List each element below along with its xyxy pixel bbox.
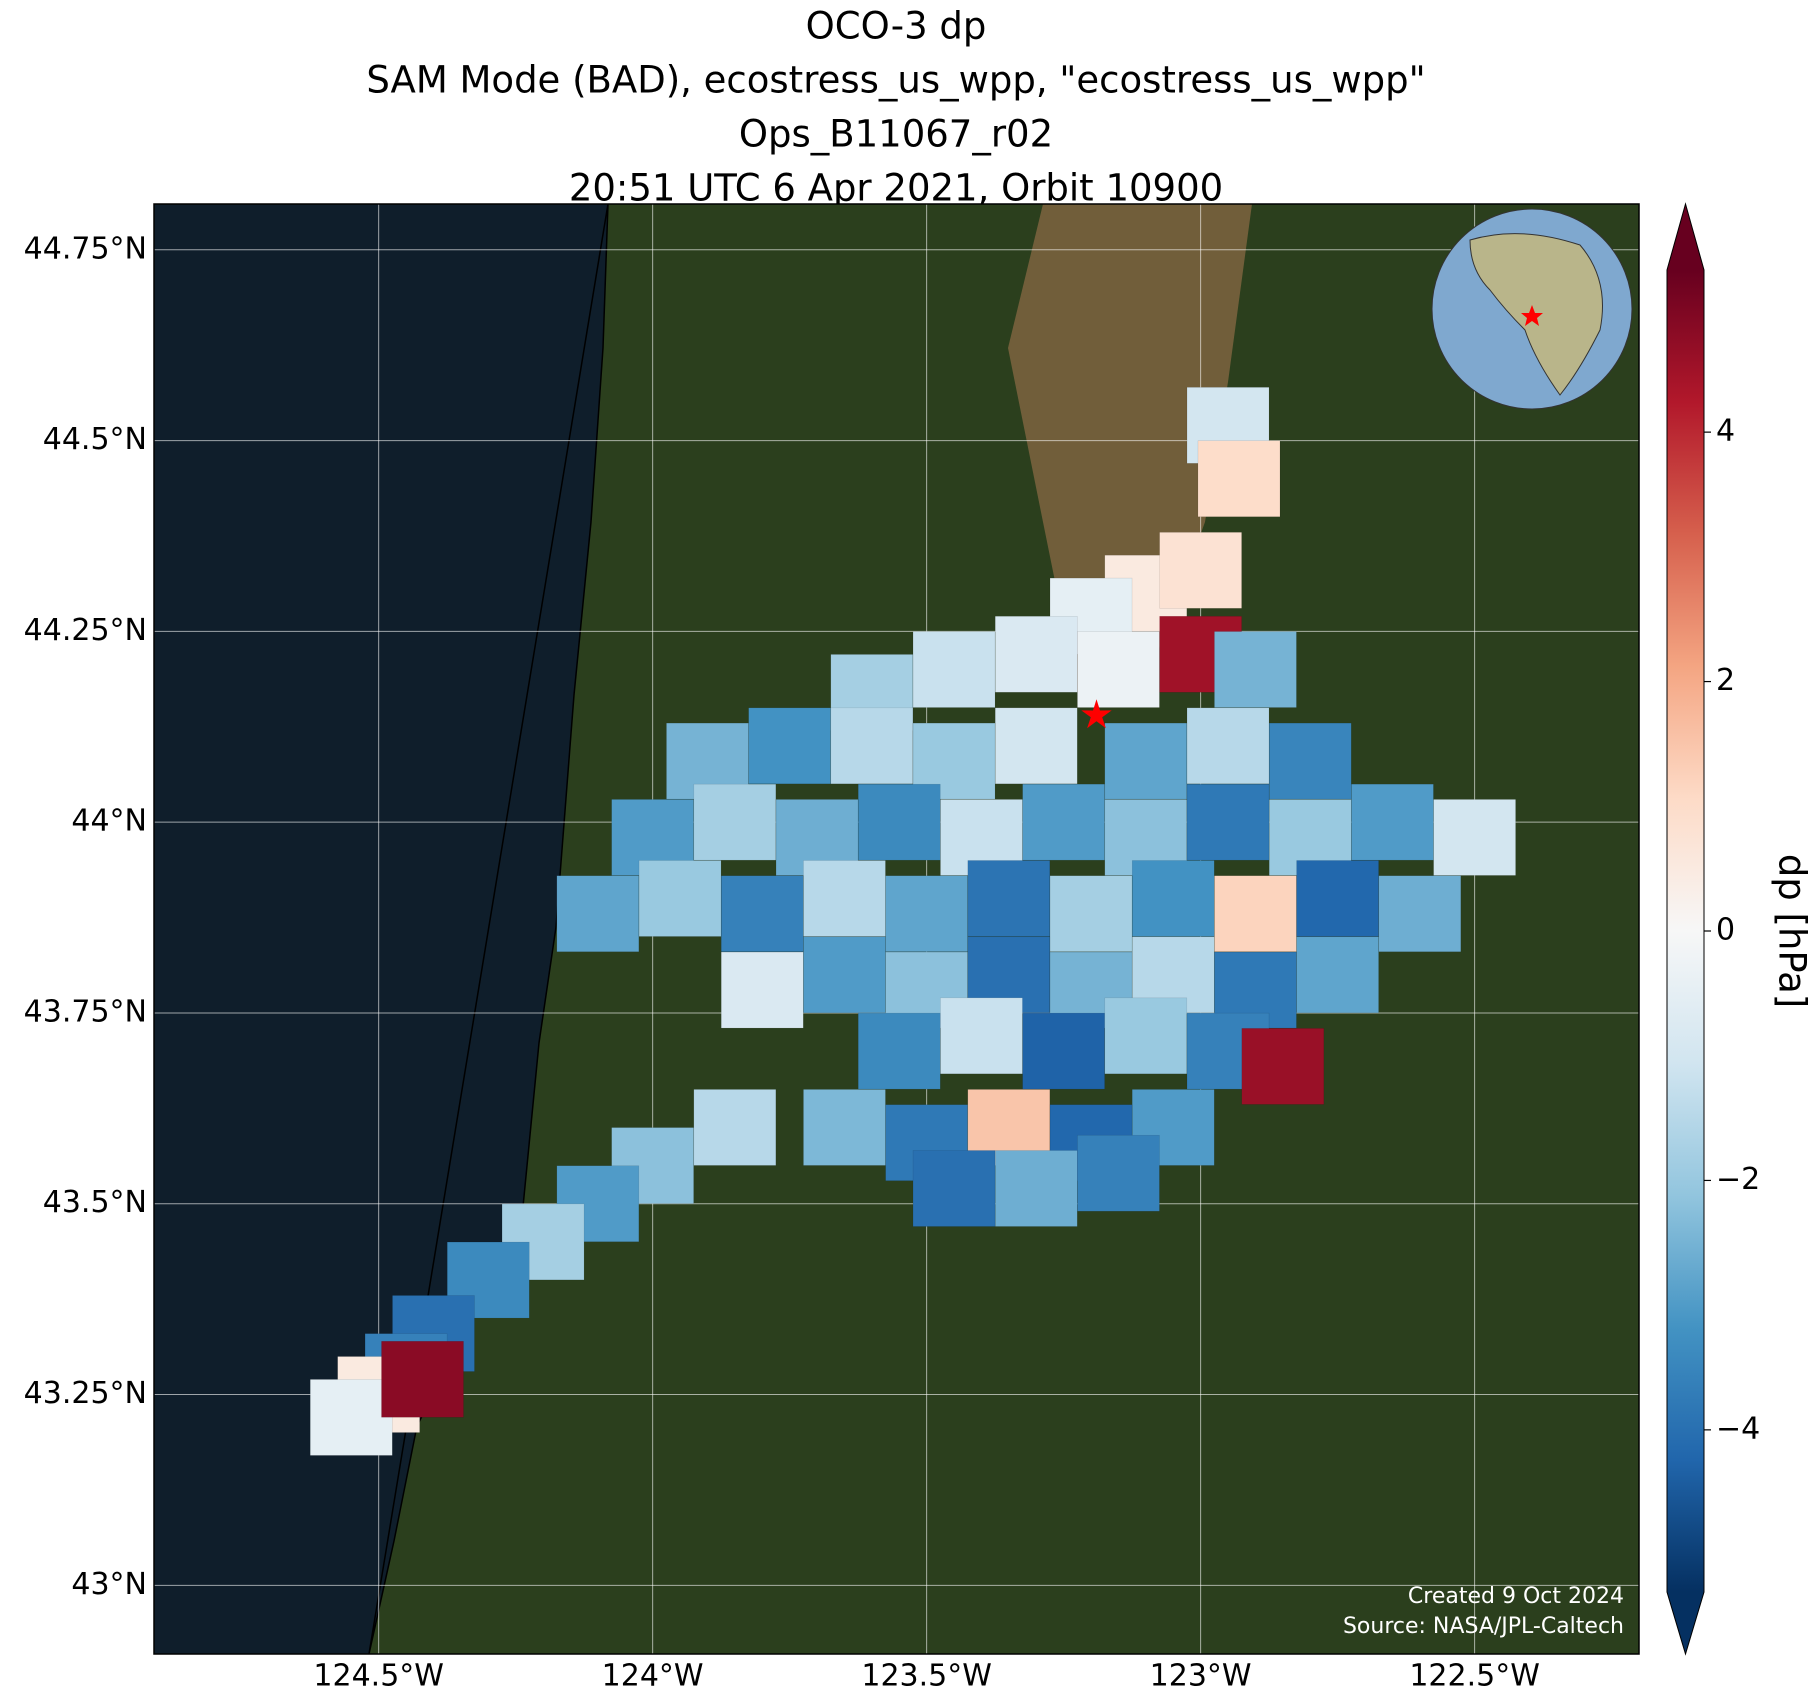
globe-star <box>1521 305 1543 326</box>
sounding-cell <box>381 1341 464 1418</box>
sounding-cell <box>912 631 996 708</box>
x-tick-label: 122.5°W <box>1409 1659 1540 1694</box>
sounding-cell <box>1268 722 1352 800</box>
y-tick-label: 44.5°N <box>43 422 147 457</box>
sounding-cell <box>1077 631 1160 708</box>
sounding-cell <box>638 860 722 937</box>
sounding-cell <box>1241 1028 1325 1105</box>
sounding-cell <box>1104 997 1188 1075</box>
sounding-cell <box>1131 860 1215 937</box>
chart-title: SAM Mode (BAD), ecostress_us_wpp, "ecost… <box>366 59 1425 102</box>
colorbar-extend-top <box>1667 204 1704 270</box>
sounding-cell <box>857 1012 941 1090</box>
sounding-cell <box>1197 440 1281 517</box>
x-tick-label: 124°W <box>602 1659 704 1694</box>
sounding-cell <box>1159 532 1242 609</box>
sounding-cell <box>912 722 996 800</box>
sounding-cell <box>830 707 914 785</box>
inset-globe <box>1431 208 1633 410</box>
sounding-cell <box>803 860 886 937</box>
colorbar-tick-label: 0 <box>1716 913 1735 948</box>
sounding-cell <box>1214 875 1297 952</box>
colorbar-tick-label: −4 <box>1716 1411 1760 1446</box>
sounding-cell <box>693 783 777 861</box>
sounding-cell <box>720 875 804 952</box>
sounding-cell <box>1351 783 1434 861</box>
sounding-cell <box>1022 1012 1105 1090</box>
sounding-cell <box>1433 799 1516 876</box>
sounding-cell <box>1049 875 1133 952</box>
chart-title: Ops_B11067_r02 <box>739 113 1053 156</box>
sounding-cell <box>1378 875 1462 952</box>
sounding-cell <box>994 616 1078 693</box>
sounding-cell <box>1296 860 1379 937</box>
colorbar-outline <box>1666 202 1705 1656</box>
sounding-cell <box>556 875 640 952</box>
valley <box>1008 204 1252 695</box>
sounding-cell <box>693 1089 777 1166</box>
footnote: Created 9 Oct 2024 <box>1408 1584 1624 1609</box>
colorbar-tick-label: 4 <box>1716 414 1735 449</box>
sounding-cell <box>1077 1134 1160 1212</box>
sounding-cell <box>1022 783 1105 861</box>
y-tick-label: 43°N <box>71 1567 147 1602</box>
colorbar-tick-label: 2 <box>1716 663 1735 698</box>
sounding-cell <box>1186 707 1270 785</box>
sounding-cell <box>720 951 804 1029</box>
map-frame <box>153 203 1640 1655</box>
sounding-cell <box>803 1089 886 1166</box>
sounding-cell <box>1186 783 1270 861</box>
y-tick-label: 43.5°N <box>43 1185 147 1220</box>
sounding-cell <box>994 1150 1078 1227</box>
y-tick-label: 44.75°N <box>24 231 147 266</box>
sounding-cell <box>310 1379 393 1456</box>
y-tick-label: 44°N <box>71 804 147 839</box>
x-tick-label: 123°W <box>1150 1659 1252 1694</box>
sounding-cell <box>748 707 831 785</box>
sounding-cell <box>857 783 941 861</box>
chart-title: 20:51 UTC 6 Apr 2021, Orbit 10900 <box>569 167 1223 210</box>
map-area <box>154 204 1639 1654</box>
sounding-cell <box>1214 631 1297 708</box>
colorbar <box>1667 270 1704 1592</box>
y-tick-label: 44.25°N <box>24 613 147 648</box>
chart-title: OCO-3 dp <box>806 5 987 48</box>
target-marker <box>1081 699 1112 729</box>
sounding-cell <box>803 936 886 1014</box>
colorbar-tick-label: −2 <box>1716 1162 1760 1197</box>
sounding-cell <box>967 860 1051 937</box>
colorbar-label: dp [hPa] <box>1771 854 1814 1008</box>
sounding-cell <box>940 997 1023 1075</box>
x-tick-label: 123.5°W <box>861 1659 992 1694</box>
sounding-cell <box>1104 722 1188 800</box>
sounding-cell <box>994 707 1078 785</box>
sounding-cell <box>885 875 968 952</box>
coastline <box>368 204 609 1654</box>
footnote: Source: NASA/JPL-Caltech <box>1343 1614 1624 1639</box>
sounding-cell <box>1296 936 1379 1014</box>
y-tick-label: 43.25°N <box>24 1376 147 1411</box>
x-tick-label: 124.5°W <box>313 1659 444 1694</box>
colorbar-extend-bottom <box>1667 1592 1704 1654</box>
sounding-cell <box>912 1150 996 1227</box>
y-tick-label: 43.75°N <box>24 994 147 1029</box>
